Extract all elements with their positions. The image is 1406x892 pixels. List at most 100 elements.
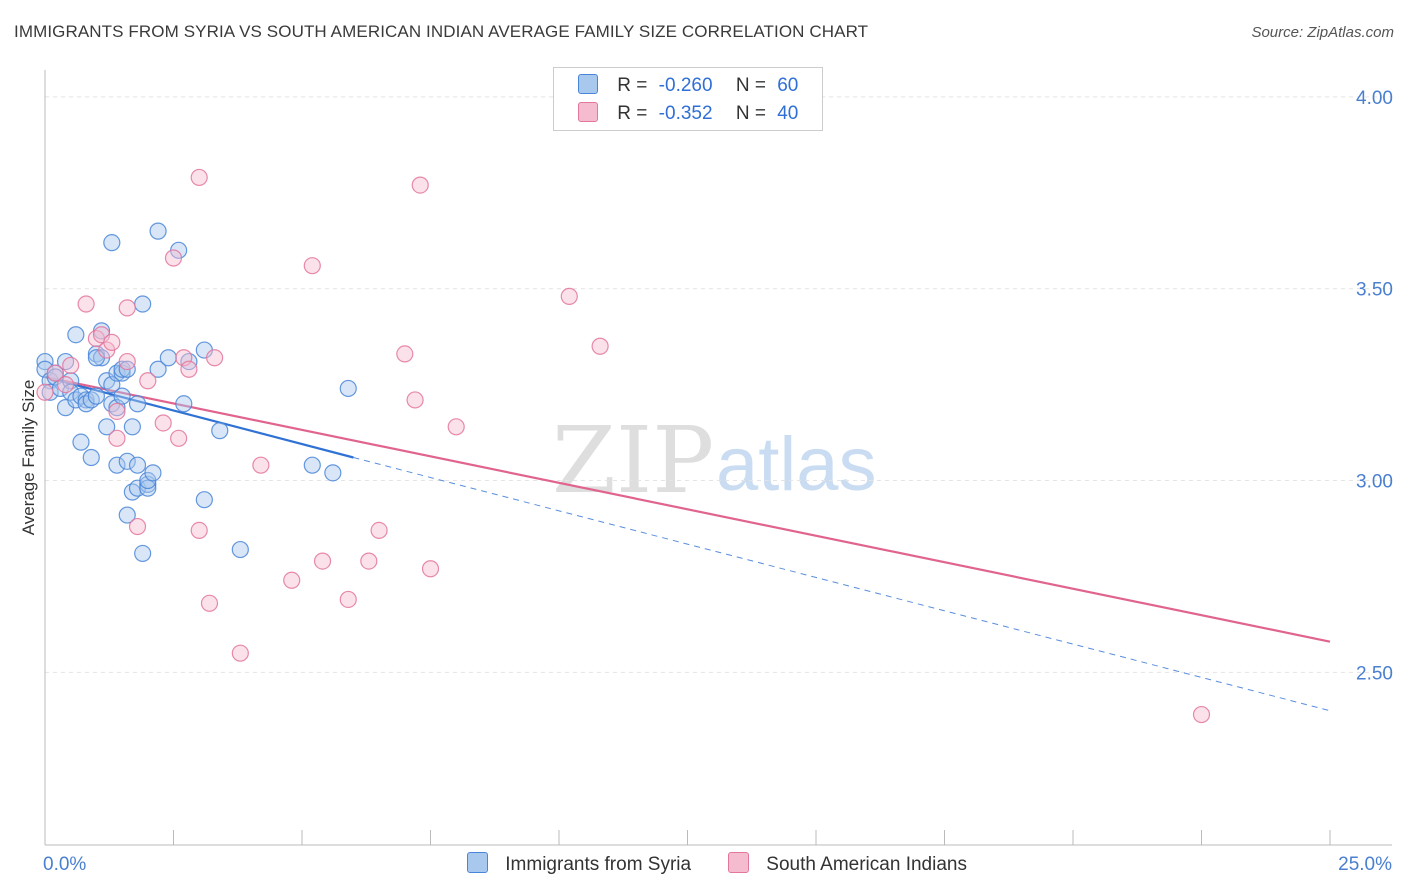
- point-sa-indians: [370, 521, 388, 539]
- point-sa-indians: [406, 391, 424, 409]
- point-sa-indians: [190, 168, 208, 187]
- point-sa-indians: [283, 571, 301, 589]
- point-sa-indians: [139, 372, 157, 390]
- point-syria: [128, 395, 147, 413]
- bottom-legend-sa-indians: South American Indians: [728, 852, 967, 876]
- point-sa-indians: [170, 429, 188, 447]
- legend-n-value: 60: [777, 75, 799, 96]
- point-sa-indians: [200, 594, 219, 612]
- bottom-legend-syria: Immigrants from Syria: [467, 852, 691, 876]
- gridlines: [45, 96, 1392, 673]
- point-sa-indians: [190, 521, 208, 539]
- watermark: ZIP atlas: [552, 407, 877, 514]
- point-syria: [118, 506, 136, 524]
- bottom-legend-label-sa-indians: South American Indians: [766, 854, 967, 875]
- point-syria: [159, 349, 177, 367]
- point-sa-indians: [164, 249, 183, 267]
- point-syria: [134, 295, 152, 313]
- point-sa-indians: [108, 429, 126, 447]
- point-sa-indians: [56, 376, 75, 394]
- point-syria: [175, 395, 193, 413]
- trend-line-syria-extrapolated: [353, 457, 1331, 712]
- legend-r-label: R =: [617, 75, 648, 96]
- point-syria: [82, 448, 100, 467]
- point-syria: [41, 383, 59, 401]
- point-syria: [339, 379, 357, 398]
- point-sa-indians: [360, 552, 378, 570]
- point-sa-indians: [118, 352, 136, 371]
- point-sa-indians: [62, 356, 80, 375]
- axes: [44, 70, 1392, 846]
- legend-swatch-sa-indians: [578, 102, 598, 122]
- y-tick-label: 3.50: [1356, 280, 1393, 301]
- point-syria: [324, 464, 342, 482]
- point-syria: [72, 433, 90, 451]
- chart-title: IMMIGRANTS FROM SYRIA VS SOUTH AMERICAN …: [14, 22, 869, 41]
- point-syria: [211, 422, 229, 440]
- point-sa-indians: [1192, 705, 1211, 724]
- point-sa-indians: [108, 402, 126, 421]
- point-syria: [77, 391, 95, 409]
- legend-row-syria: R = -0.260 N = 60: [578, 74, 798, 97]
- y-tick-label: 2.50: [1356, 663, 1393, 684]
- y-axis-title: Average Family Size: [19, 380, 38, 536]
- point-sa-indians: [118, 299, 136, 317]
- point-syria: [118, 452, 136, 470]
- point-sa-indians: [303, 257, 321, 275]
- point-syria: [149, 360, 167, 378]
- x-tick-label-max: 25.0%: [1338, 854, 1392, 875]
- x-tick-label-min: 0.0%: [43, 854, 86, 875]
- trend-line-sa-indians: [44, 375, 1331, 643]
- point-sa-indians: [447, 418, 465, 436]
- point-sa-indians: [339, 590, 357, 609]
- point-sa-indians: [103, 333, 121, 352]
- point-sa-indians: [46, 364, 64, 382]
- point-syria: [195, 491, 213, 509]
- watermark-atlas: atlas: [716, 422, 877, 507]
- point-sa-indians: [313, 552, 332, 570]
- watermark-zip: ZIP: [552, 407, 714, 514]
- legend-r-label: R =: [617, 103, 648, 124]
- source-label: Source: ZipAtlas.com: [1251, 24, 1394, 41]
- point-syria: [113, 387, 131, 405]
- y-tick-label: 3.00: [1356, 472, 1393, 493]
- point-sa-indians: [252, 456, 270, 474]
- point-sa-indians: [421, 560, 440, 578]
- legend-r-value: -0.260: [658, 75, 713, 96]
- point-sa-indians: [560, 287, 578, 305]
- point-syria: [123, 418, 141, 436]
- bottom-legend-swatch-syria: [467, 852, 488, 873]
- bottom-legend-swatch-sa-indians: [728, 852, 749, 873]
- point-sa-indians: [180, 360, 198, 378]
- data-points: [36, 168, 1211, 724]
- y-tick-label: 4.00: [1356, 88, 1393, 109]
- point-syria: [103, 234, 121, 252]
- point-syria: [303, 456, 321, 474]
- legend-n-label: N =: [735, 75, 766, 96]
- point-syria: [108, 456, 126, 474]
- point-syria: [149, 222, 167, 240]
- legend-swatch-syria: [578, 74, 598, 94]
- point-sa-indians: [154, 414, 172, 432]
- point-syria: [128, 456, 147, 474]
- legend-n-label: N =: [735, 103, 766, 124]
- trend-line-syria: [44, 375, 354, 459]
- point-sa-indians: [206, 349, 224, 367]
- point-syria: [231, 540, 249, 559]
- point-sa-indians: [36, 383, 54, 401]
- legend-row-sa-indians: R = -0.352 N = 40: [578, 102, 798, 125]
- point-syria: [98, 418, 116, 436]
- point-sa-indians: [591, 337, 609, 355]
- axis-labels: 2.50 3.00 3.50 4.00 0.0% 25.0% Average Family …: [19, 88, 1393, 875]
- bottom-legend-label-syria: Immigrants from Syria: [505, 854, 692, 875]
- point-syria: [67, 326, 85, 344]
- point-sa-indians: [77, 295, 95, 313]
- point-sa-indians: [128, 517, 147, 536]
- point-sa-indians: [231, 644, 249, 662]
- point-sa-indians: [396, 345, 414, 363]
- point-sa-indians: [411, 176, 429, 194]
- trend-lines: [44, 375, 1331, 712]
- correlation-legend: R = -0.260 N = 60 R = -0.352 N = 40: [553, 67, 823, 131]
- legend-r-value: -0.352: [658, 103, 713, 124]
